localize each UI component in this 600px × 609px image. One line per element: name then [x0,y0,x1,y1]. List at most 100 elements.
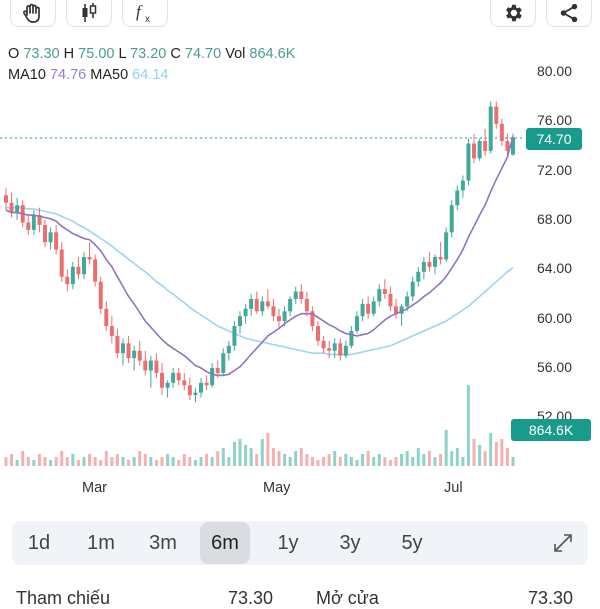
candle [455,185,460,211]
candle [37,207,42,233]
volume-bar [138,451,142,466]
ohlc-legend: O 73.30 H 75.00 L 73.20 C 74.70 Vol 864.… [8,46,296,62]
x-label-may: May [263,480,291,496]
candle [343,340,348,359]
candle [466,138,471,186]
candle [277,308,281,329]
volume-bar [249,448,253,466]
volume-bar [49,460,53,466]
candle [193,387,198,403]
volume-bar [439,454,443,466]
candle [4,187,8,211]
chart-type-button[interactable] [66,0,112,27]
y-tick-label: 80.00 [536,63,572,79]
volume-bar [416,448,420,466]
open-value: 73.30 [23,46,60,62]
volume-bar [65,457,69,466]
volume-bar [132,457,136,466]
volume-bar [294,451,298,466]
candle [93,254,98,287]
share-button[interactable] [546,0,592,27]
settings-gear-icon [506,4,522,22]
range-3y[interactable]: 3y [339,532,361,554]
candle [260,296,265,317]
candle [249,294,254,317]
volume-bar [104,451,108,466]
candlestick-type-icon [82,3,97,22]
volume-bar [4,457,8,466]
range-5y[interactable]: 5y [401,532,423,554]
candle [182,372,187,391]
candle [87,242,92,265]
expand-diagonal-icon[interactable] [552,532,574,554]
volume-bar [433,457,437,466]
reference-price-value: 73.30 [228,588,274,608]
hand-tool-button[interactable] [10,0,56,27]
volume-bar [210,457,214,466]
volume-bar [149,457,153,466]
candle [421,257,426,280]
current-price-tag: 74.70 [526,128,582,150]
high-value: 75.00 [78,46,115,62]
volume-bar [266,433,270,466]
drag-hand-icon [23,3,40,23]
candle [494,101,499,129]
range-1d[interactable]: 1d [27,532,51,554]
range-1m[interactable]: 1m [87,532,115,554]
volume-bar [54,457,58,466]
reference-price-label: Tham chiếu [16,588,111,608]
candle [137,340,142,366]
volume-bar [466,385,470,466]
range-6m[interactable]: 6m [200,522,250,564]
candle [65,269,70,292]
range-3m[interactable]: 3m [149,532,177,554]
candle [377,284,382,307]
indicator-button[interactable]: f x [122,0,168,27]
volume-bar [411,457,415,466]
y-tick-label: 64.00 [536,260,572,277]
volume-bar [193,460,197,466]
candle [338,338,343,361]
volume-bar [188,457,192,466]
volume-bar [361,454,365,466]
close-value: 74.70 [184,46,222,62]
candle [15,197,20,220]
volume-bar [478,445,482,466]
settings-button[interactable] [490,0,536,27]
candle [321,335,326,354]
volume-bar [500,439,504,466]
volume-bar [232,442,236,466]
volume-bar [394,457,398,466]
volume-bar [333,451,337,466]
volume-value: 864.6K [249,46,296,62]
candle [132,345,137,371]
volume-bar [505,448,509,466]
candle [349,326,354,349]
volume-bar [327,454,331,466]
candle [160,363,164,396]
volume-bar [427,451,431,466]
candle [488,101,493,154]
ma50-value: 64.14 [132,67,169,83]
candle [394,298,398,319]
open-price-value: 73.30 [528,588,574,608]
candle [9,192,14,218]
open-price-label: Mở cửa [316,588,379,608]
volume-bar [338,457,342,466]
candle [126,335,131,364]
ma10-value: 74.76 [49,67,87,83]
y-tick-label: 76.00 [536,112,572,129]
volume-bar [216,451,220,466]
range-1y[interactable]: 1y [277,532,299,554]
candle [226,340,231,361]
candle [416,266,421,287]
volume-bar [143,454,147,466]
price-chart[interactable] [0,60,600,480]
volume-bar [110,457,114,466]
x-label-jul: Jul [444,480,463,496]
candle [98,276,103,314]
candle [204,375,209,391]
candle [265,289,270,309]
volume-bar [283,454,287,466]
candle [54,224,59,255]
